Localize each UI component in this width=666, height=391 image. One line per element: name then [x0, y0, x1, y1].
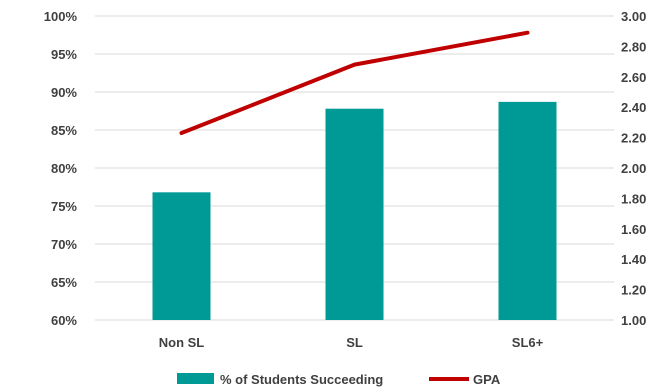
left-tick-label: 90% [51, 85, 77, 100]
line-series [179, 30, 530, 136]
left-axis: 100% 95% 90% 85% 80% 75% 70% 65% 60% [44, 9, 78, 328]
left-tick-label: 100% [44, 9, 78, 24]
right-tick-label: 2.80 [621, 39, 646, 54]
right-tick-label: 2.20 [621, 131, 646, 146]
bar [498, 101, 557, 320]
category-label: SL6+ [512, 335, 544, 350]
gpa-line [179, 30, 530, 136]
left-tick-label: 95% [51, 47, 77, 62]
left-tick-label: 75% [51, 199, 77, 214]
right-tick-label: 1.40 [621, 252, 646, 267]
right-axis: 3.00 2.80 2.60 2.40 2.20 2.00 1.80 1.60 1.40 1.20… [621, 9, 646, 328]
right-tick-label: 1.20 [621, 283, 646, 298]
bar-series [152, 101, 557, 320]
legend-bar-swatch [177, 373, 214, 384]
bar [325, 108, 384, 320]
legend-bar-label: % of Students Succeeding [220, 372, 383, 387]
legend-line-label: GPA [473, 372, 501, 387]
right-tick-label: 2.60 [621, 70, 646, 85]
right-tick-label: 1.80 [621, 191, 646, 206]
left-tick-label: 65% [51, 275, 77, 290]
right-tick-label: 2.00 [621, 161, 646, 176]
right-tick-label: 3.00 [621, 9, 646, 24]
left-tick-label: 70% [51, 237, 77, 252]
bar [152, 192, 211, 320]
legend: % of Students Succeeding GPA [177, 372, 501, 387]
category-label: Non SL [159, 335, 205, 350]
right-tick-label: 2.40 [621, 100, 646, 115]
right-tick-label: 1.60 [621, 222, 646, 237]
left-tick-label: 60% [51, 313, 77, 328]
category-label: SL [346, 335, 363, 350]
right-tick-label: 1.00 [621, 313, 646, 328]
category-axis: Non SL SL SL6+ [159, 335, 544, 350]
left-tick-label: 80% [51, 161, 77, 176]
left-tick-label: 85% [51, 123, 77, 138]
